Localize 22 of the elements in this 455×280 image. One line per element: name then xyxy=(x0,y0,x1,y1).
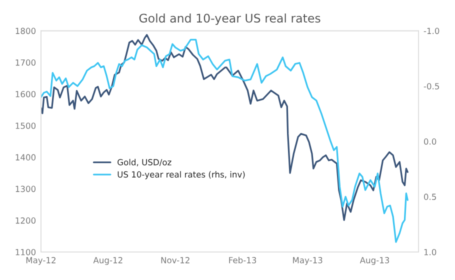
y2-tick-label: 0.0 xyxy=(424,138,436,145)
y2-tick-label: -1.0 xyxy=(424,28,440,34)
x-tick-label: Aug-12 xyxy=(93,257,122,265)
x-tick-label: Aug-13 xyxy=(360,257,390,265)
y-tick-label: 1800 xyxy=(16,28,36,34)
y-tick-label: 1200 xyxy=(16,217,36,224)
legend-label: Gold, USD/oz xyxy=(118,158,172,166)
y-tick-label: 1600 xyxy=(16,90,36,98)
chart-title: Gold and 10-year US real rates xyxy=(139,13,320,25)
y2-tick-label: 1.0 xyxy=(424,248,436,256)
x-tick-label: May-13 xyxy=(293,257,322,265)
x-tick-label: Feb-13 xyxy=(229,256,256,264)
y-tick-label: 1500 xyxy=(16,122,36,129)
y-tick-label: 1100 xyxy=(16,248,36,256)
y2-tick-label: 0.5 xyxy=(424,194,436,200)
y-tick-label: 1300 xyxy=(16,186,36,192)
y2-tick-label: -0.5 xyxy=(424,83,439,90)
x-tick-label: May-12 xyxy=(26,257,56,265)
x-tick-label: Nov-12 xyxy=(161,257,190,264)
y-tick-label: 1700 xyxy=(16,59,36,66)
y-tick-label: 1400 xyxy=(16,154,36,160)
legend-label: US 10-year real rates (rhs, inv) xyxy=(118,171,245,180)
